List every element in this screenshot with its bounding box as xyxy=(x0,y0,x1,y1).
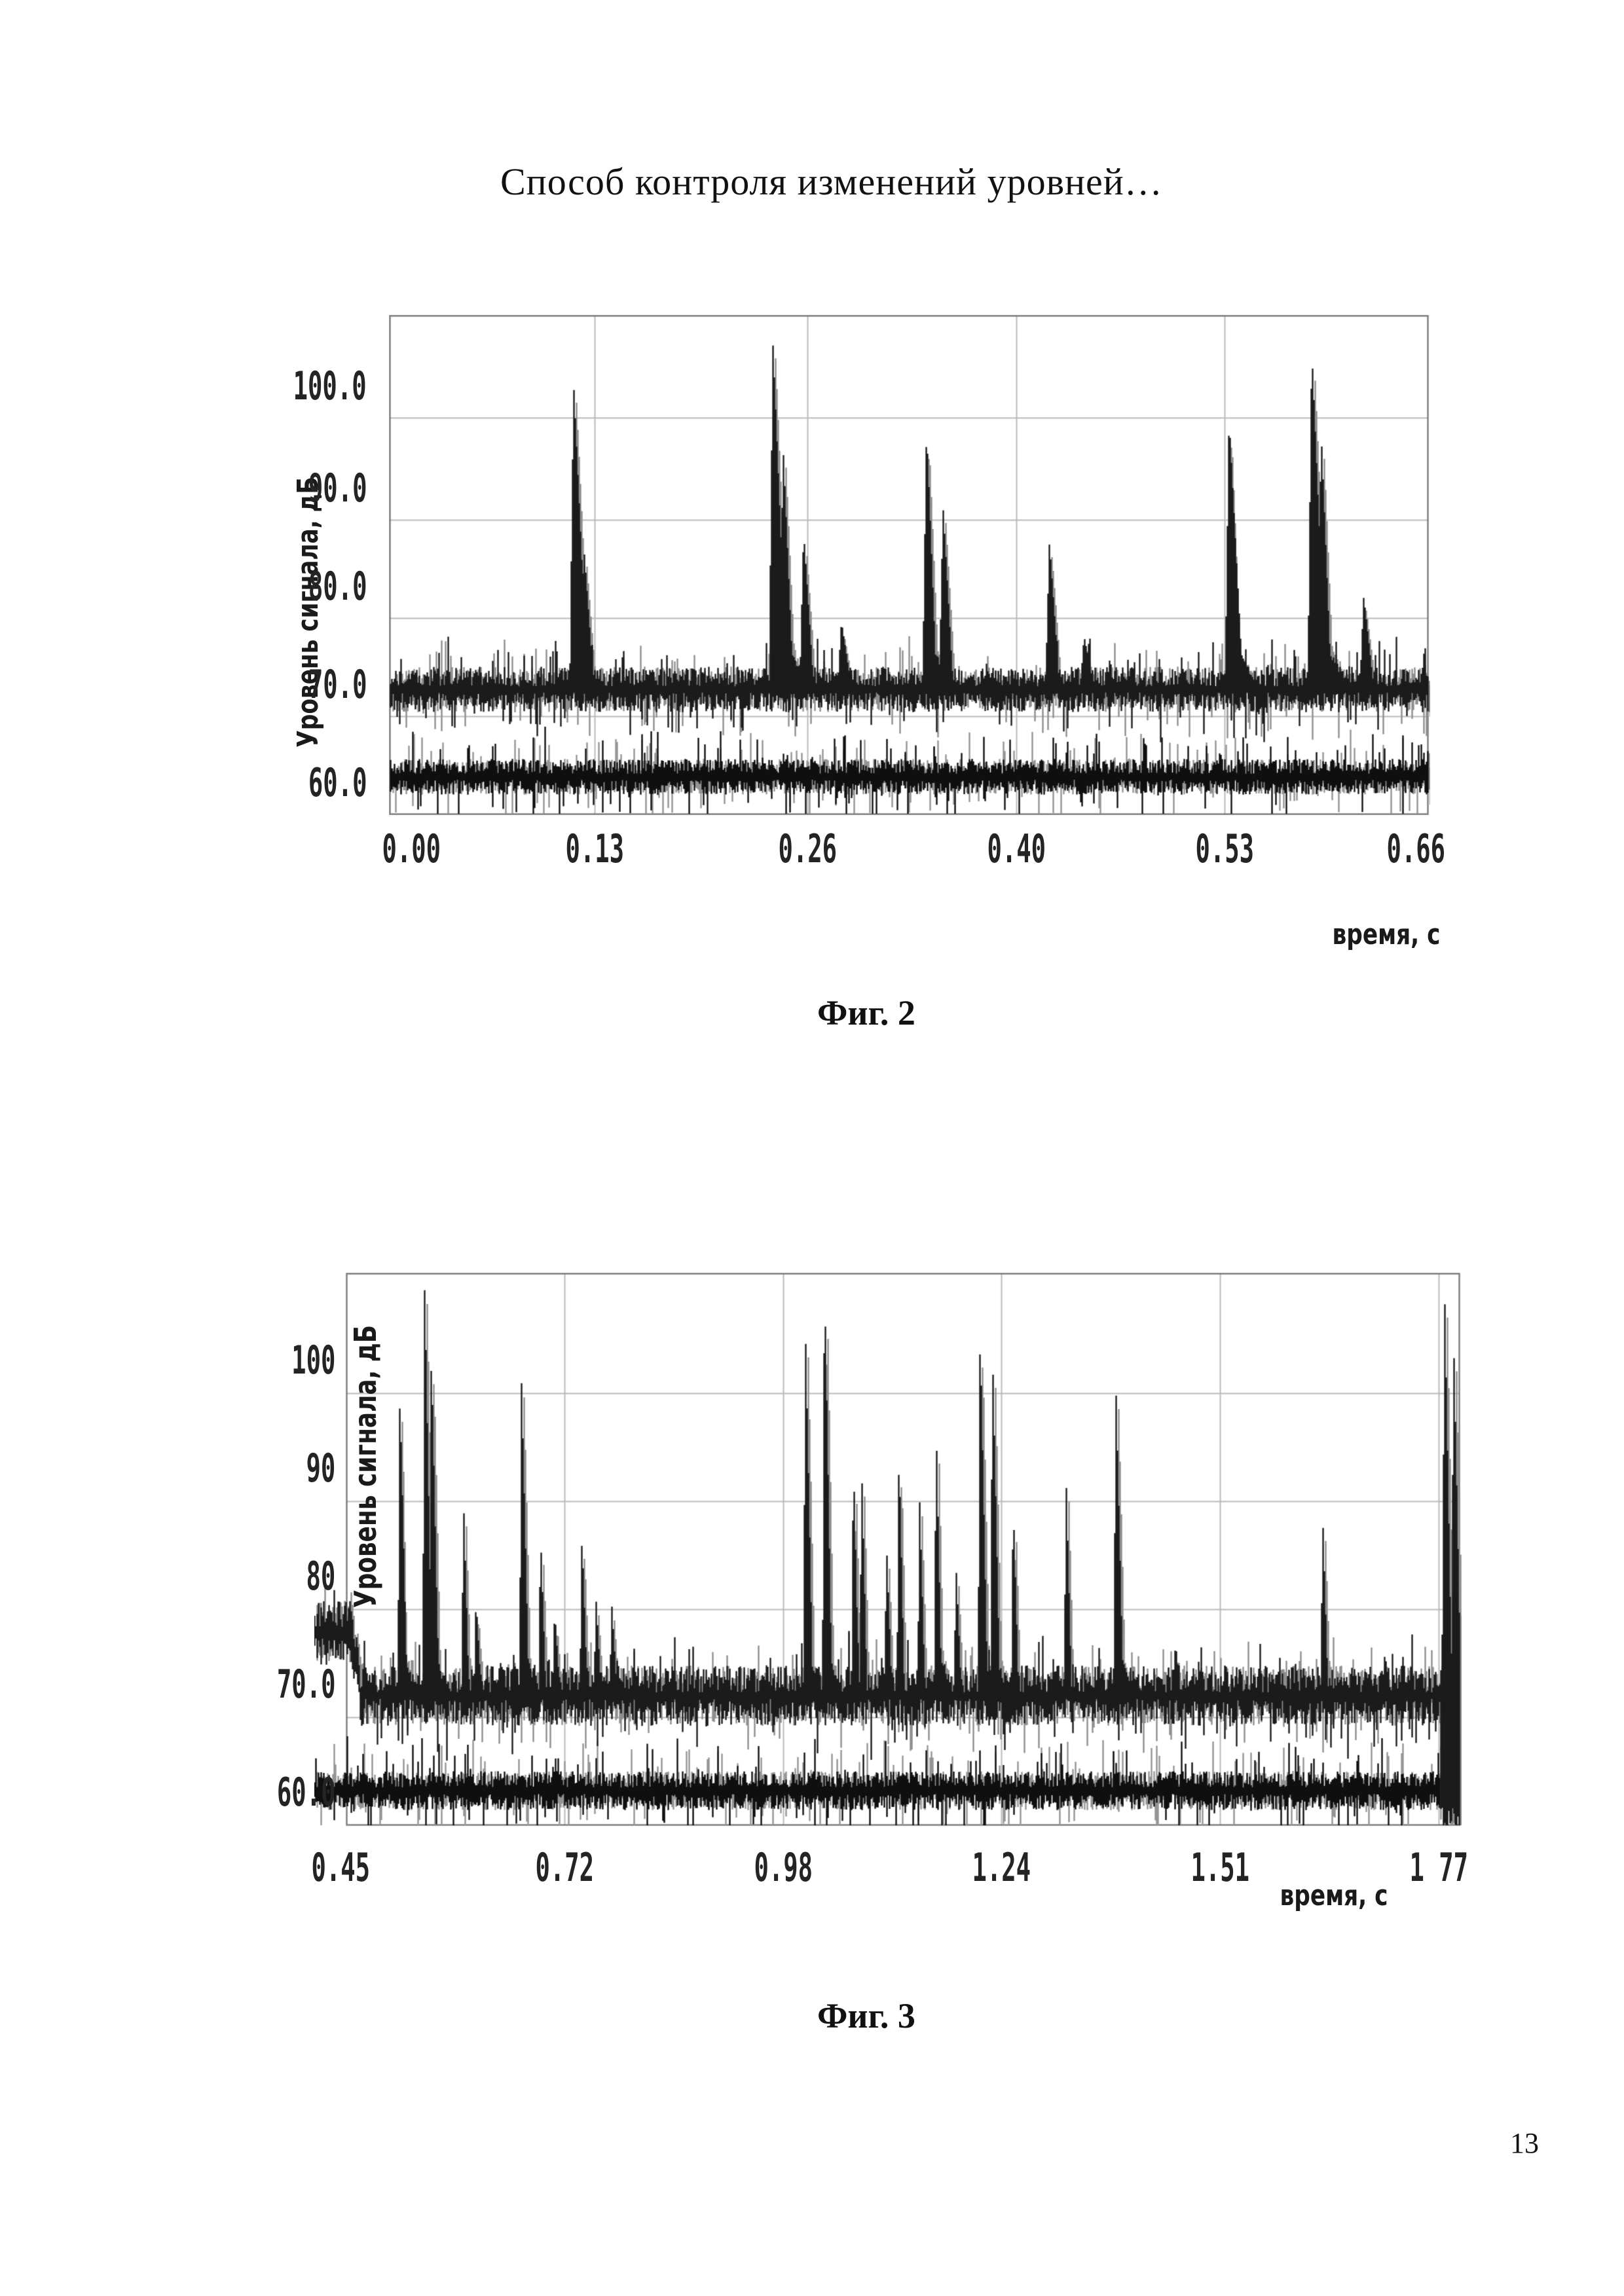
fig2-signal-level-chart xyxy=(389,315,1430,815)
y-tick-label: 70.0 xyxy=(196,662,367,708)
x-tick-label: 0.26 xyxy=(735,826,879,872)
tick-text: 80 xyxy=(306,1554,335,1599)
y-tick-label: 90.0 xyxy=(196,465,367,511)
x-tick-label: 0.40 xyxy=(944,826,1088,872)
x-tick-label: 0.66 xyxy=(1344,826,1488,872)
tick-text: 100 xyxy=(291,1338,335,1383)
tick-text: 0.98 xyxy=(754,1845,813,1891)
tick-text: 0.13 xyxy=(565,826,624,872)
fig3-signal-level-chart xyxy=(314,1273,1462,1827)
tick-text: 0.45 xyxy=(311,1845,370,1891)
tick-text: 80.0 xyxy=(308,564,367,610)
tick-text: 90 xyxy=(306,1446,335,1491)
tick-text: 60.0 xyxy=(276,1770,335,1815)
fig2-x-axis-title: время, с xyxy=(1244,918,1441,951)
y-tick-label: 70.0 xyxy=(165,1662,335,1707)
fig2-caption: Фиг. 2 xyxy=(817,993,915,1032)
page-number: 13 xyxy=(1510,2127,1539,2159)
fig3-caption: Фиг. 3 xyxy=(817,1996,915,2035)
fig3-y-axis-title-text: Уровень сигнала, дБ xyxy=(348,1324,383,1609)
fig3-x-axis-title: время, с xyxy=(1192,1879,1388,1912)
tick-text: 0.53 xyxy=(1195,826,1254,872)
y-tick-label: 80 xyxy=(165,1554,335,1599)
y-tick-label: 60.0 xyxy=(165,1770,335,1815)
x-tick-label: 0.53 xyxy=(1153,826,1297,872)
tick-text: 0.26 xyxy=(778,826,837,872)
y-tick-label: 100.0 xyxy=(196,363,367,409)
y-tick-label: 60.0 xyxy=(196,760,367,806)
tick-text: 90.0 xyxy=(308,465,367,511)
y-tick-label: 90 xyxy=(165,1446,335,1491)
x-tick-label: 0.13 xyxy=(523,826,667,872)
x-tick-label: 1.51 xyxy=(1148,1845,1292,1891)
x-tick-label: 1 77 xyxy=(1367,1845,1511,1891)
tick-text: 0.66 xyxy=(1386,826,1445,872)
y-tick-label: 100 xyxy=(165,1338,335,1383)
x-tick-label: 0.00 xyxy=(339,826,483,872)
x-tick-label: 0.45 xyxy=(268,1845,413,1891)
y-tick-label: 80.0 xyxy=(196,564,367,610)
tick-text: 0.40 xyxy=(987,826,1046,872)
tick-text: 0.72 xyxy=(535,1845,594,1891)
fig2-x-axis-title-text: время, с xyxy=(1333,918,1441,951)
x-tick-label: 0.72 xyxy=(492,1845,637,1891)
tick-text: 0.00 xyxy=(382,826,441,872)
tick-text: 100.0 xyxy=(293,363,367,409)
tick-text: 1.51 xyxy=(1190,1845,1249,1891)
x-tick-label: 0.98 xyxy=(711,1845,855,1891)
tick-text: 70.0 xyxy=(276,1662,335,1707)
tick-text: 1 77 xyxy=(1409,1845,1468,1891)
tick-text: 70.0 xyxy=(308,662,367,708)
x-tick-label: 1.24 xyxy=(929,1845,1073,1891)
fig3-y-axis-title: Уровень сигнала, дБ xyxy=(344,1283,386,1650)
tick-text: 60.0 xyxy=(308,760,367,806)
page-title: Способ контроля изменений уровней… xyxy=(500,160,1163,203)
fig3-x-axis-title-text: время, с xyxy=(1280,1879,1388,1912)
tick-text: 1.24 xyxy=(972,1845,1031,1891)
